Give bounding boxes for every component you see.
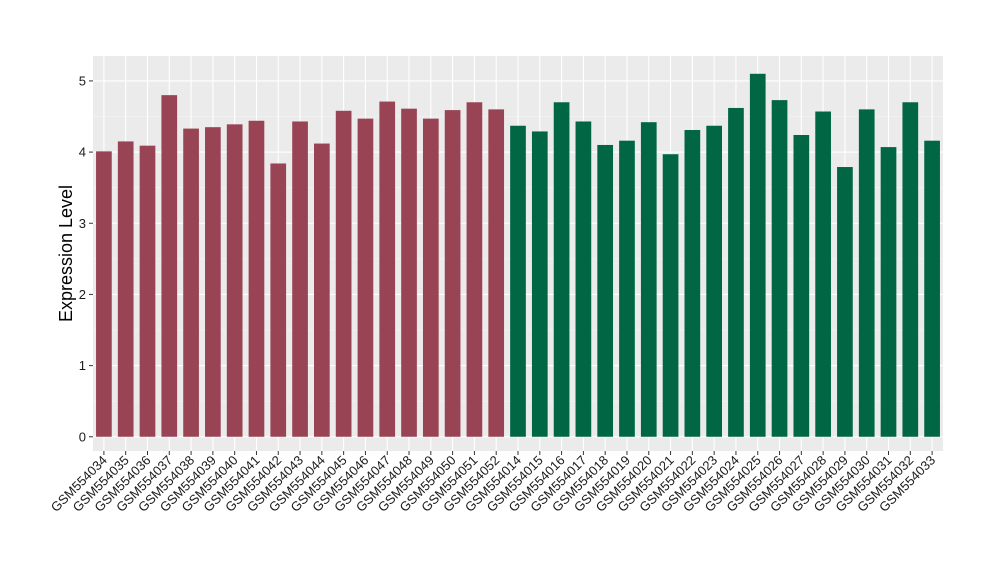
bar-GSM554020: [640, 122, 657, 437]
bar-GSM554041: [248, 120, 265, 437]
bar-GSM554045: [335, 110, 352, 437]
bar-GSM554016: [553, 102, 570, 437]
bar-GSM554047: [379, 101, 396, 437]
bar-GSM554029: [837, 167, 853, 437]
bar-GSM554046: [357, 118, 374, 437]
bar-GSM554044: [314, 143, 330, 437]
bar-GSM554033: [924, 140, 940, 437]
bar-GSM554015: [531, 131, 548, 437]
bar-GSM554048: [401, 108, 417, 437]
bar-GSM554051: [466, 102, 483, 437]
bar-GSM554039: [205, 127, 221, 437]
bar-GSM554019: [619, 140, 635, 437]
bar-GSM554022: [684, 130, 701, 437]
bar-GSM554027: [793, 135, 810, 437]
bar-GSM554028: [815, 111, 831, 437]
y-tick-label: 3: [79, 216, 86, 231]
bar-GSM554030: [858, 109, 875, 437]
y-tick-label: 0: [79, 429, 86, 444]
y-tick-label: 2: [79, 287, 86, 302]
bar-GSM554014: [510, 125, 526, 437]
bar-GSM554035: [117, 141, 134, 437]
y-tick-label: 5: [79, 73, 86, 88]
bar-GSM554038: [183, 128, 199, 437]
bar-GSM554034: [96, 151, 112, 437]
bar-GSM554023: [706, 125, 722, 437]
bar-GSM554025: [749, 73, 766, 437]
bar-GSM554021: [662, 154, 679, 437]
bar-GSM554024: [728, 107, 744, 437]
bar-GSM554037: [161, 95, 178, 437]
bar-GSM554036: [139, 145, 156, 437]
bar-GSM554040: [226, 124, 243, 437]
bar-GSM554018: [597, 144, 614, 437]
y-tick-label: 4: [79, 145, 86, 160]
bar-GSM554042: [270, 163, 287, 437]
y-axis: 0 1 2 3 4 5: [79, 73, 93, 444]
bar-GSM554049: [422, 118, 439, 437]
bar-GSM554032: [902, 102, 919, 437]
bar-GSM554052: [488, 109, 505, 437]
bar-GSM554031: [880, 147, 897, 437]
bar-GSM554017: [575, 121, 592, 437]
y-axis-title: Expression Level: [56, 185, 76, 322]
bar-GSM554043: [292, 121, 308, 437]
bars: [96, 73, 940, 437]
y-tick-label: 1: [79, 358, 86, 373]
bar-GSM554026: [771, 100, 788, 437]
x-axis: GSM554034GSM554035GSM554036GSM554037GSM5…: [48, 451, 938, 515]
bar-GSM554050: [444, 110, 461, 437]
